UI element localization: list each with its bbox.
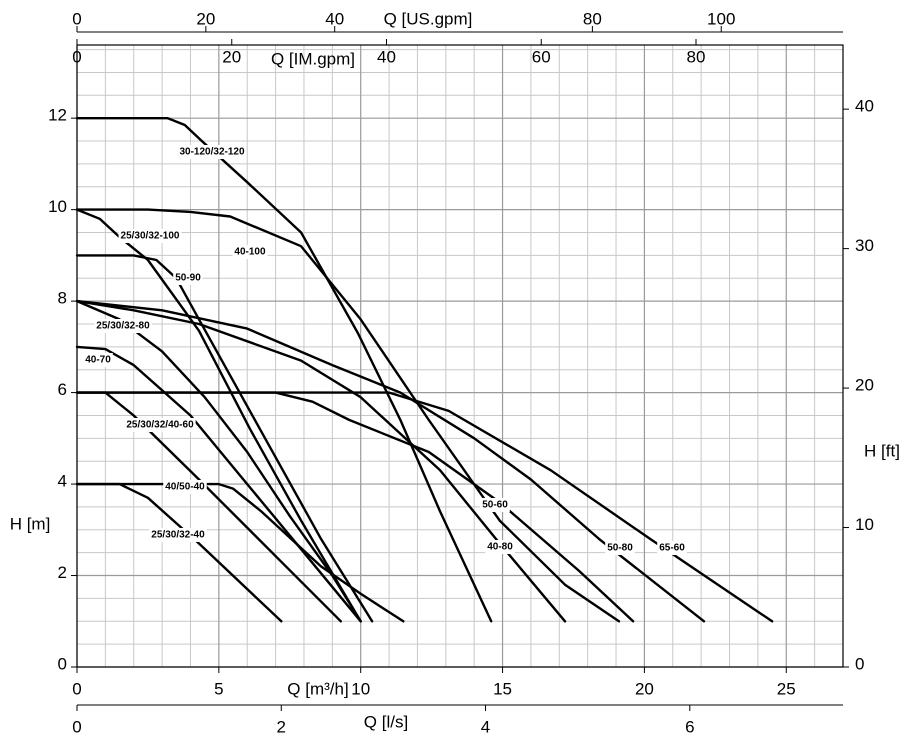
secondary-tick-label: 40 (325, 9, 344, 28)
y-tick-label: 10 (48, 197, 67, 216)
x-tick-label: 5 (214, 679, 223, 698)
secondary-axis-title: Q [l/s] (364, 712, 408, 731)
curve-label: 25/30/32/40-60 (126, 420, 194, 431)
secondary-tick-label: 20 (196, 9, 215, 28)
y-tick-label: 2 (58, 563, 67, 582)
y-tick-label: 8 (58, 289, 67, 308)
curve-label-bg (118, 229, 182, 243)
y2-tick-label: 10 (855, 515, 874, 534)
plot-frame (76, 44, 844, 668)
secondary-tick-label: 20 (222, 47, 241, 66)
curve-label-bg (149, 528, 207, 542)
curve-label-bg (173, 271, 203, 285)
pump-curve (75, 117, 493, 623)
curve-label-bg (605, 541, 635, 555)
x-tick-label: 20 (635, 679, 654, 698)
pump-curve (75, 482, 283, 623)
secondary-axis-title: Q [US.gpm] (384, 9, 473, 28)
pump-curve (75, 345, 362, 623)
curve-label: 50-60 (482, 500, 508, 511)
secondary-tick-label: 0 (72, 47, 81, 66)
curve-label: 50-80 (607, 543, 633, 554)
y-tick-label: 0 (58, 654, 67, 673)
pump-curve (75, 391, 635, 623)
curve-label-bg (83, 353, 113, 367)
curve-label: 25/30/32-40 (151, 530, 205, 541)
y2-tick-label: 40 (855, 97, 874, 116)
curve-label: 40-100 (234, 247, 266, 258)
curve-label-bg (485, 540, 515, 554)
curve-label-bg (163, 480, 207, 494)
x-tick-label: 15 (493, 679, 512, 698)
pump-curve (75, 208, 621, 623)
curve-label: 65-60 (659, 543, 685, 554)
secondary-axis-title: Q [IM.gpm] (271, 49, 355, 68)
pump-curve (75, 299, 567, 623)
secondary-tick-label: 40 (377, 47, 396, 66)
x-tick-label: 25 (777, 679, 796, 698)
curve-label: 40-80 (487, 542, 513, 553)
secondary-tick-label: 60 (532, 47, 551, 66)
y-tick-label: 4 (58, 472, 67, 491)
x-axis-title: Q [m³/h] (287, 679, 348, 698)
pump-curve (75, 482, 405, 623)
curve-label-bg (94, 319, 152, 333)
y2-axis-title: H [ft] (864, 441, 900, 460)
curve-label-bg (177, 145, 247, 159)
secondary-tick-label: 0 (72, 717, 81, 736)
y2-tick-label: 0 (855, 654, 864, 673)
pump-curve (75, 299, 706, 623)
y2-tick-label: 20 (855, 376, 874, 395)
secondary-tick-label: 2 (277, 717, 286, 736)
x-tick-label: 0 (72, 679, 81, 698)
curve-label: 25/30/32-80 (96, 321, 150, 332)
x-tick-label: 10 (351, 679, 370, 698)
curve-label-bg (232, 245, 268, 259)
pump-curve (75, 208, 362, 623)
curve-label: 50-90 (175, 273, 201, 284)
secondary-tick-label: 80 (687, 47, 706, 66)
curve-label-bg (124, 418, 196, 432)
curve-label: 40/50-40 (165, 482, 205, 493)
pump-curve (75, 391, 342, 623)
y2-tick-label: 30 (855, 236, 874, 255)
curve-label: 30-120/32-120 (179, 147, 244, 158)
secondary-tick-label: 4 (481, 717, 490, 736)
secondary-tick-label: 6 (685, 717, 694, 736)
y-tick-label: 12 (48, 106, 67, 125)
y-tick-label: 6 (58, 380, 67, 399)
secondary-tick-label: 100 (707, 9, 735, 28)
pump-curve (75, 254, 374, 623)
curve-label-bg (657, 541, 687, 555)
curve-label-bg (480, 498, 510, 512)
secondary-tick-label: 80 (583, 9, 602, 28)
y-axis-title: H [m] (10, 514, 51, 533)
secondary-tick-label: 0 (72, 9, 81, 28)
curve-label: 25/30/32-100 (121, 231, 180, 242)
curve-label: 40-70 (85, 355, 111, 366)
